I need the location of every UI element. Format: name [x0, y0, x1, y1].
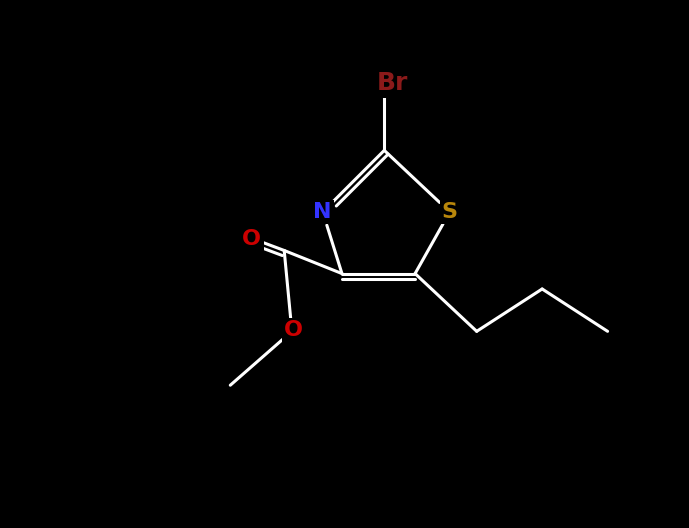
Text: O: O — [243, 229, 261, 249]
Text: O: O — [284, 320, 303, 340]
Text: Br: Br — [376, 71, 408, 96]
Text: N: N — [313, 202, 332, 222]
Text: S: S — [442, 202, 457, 222]
